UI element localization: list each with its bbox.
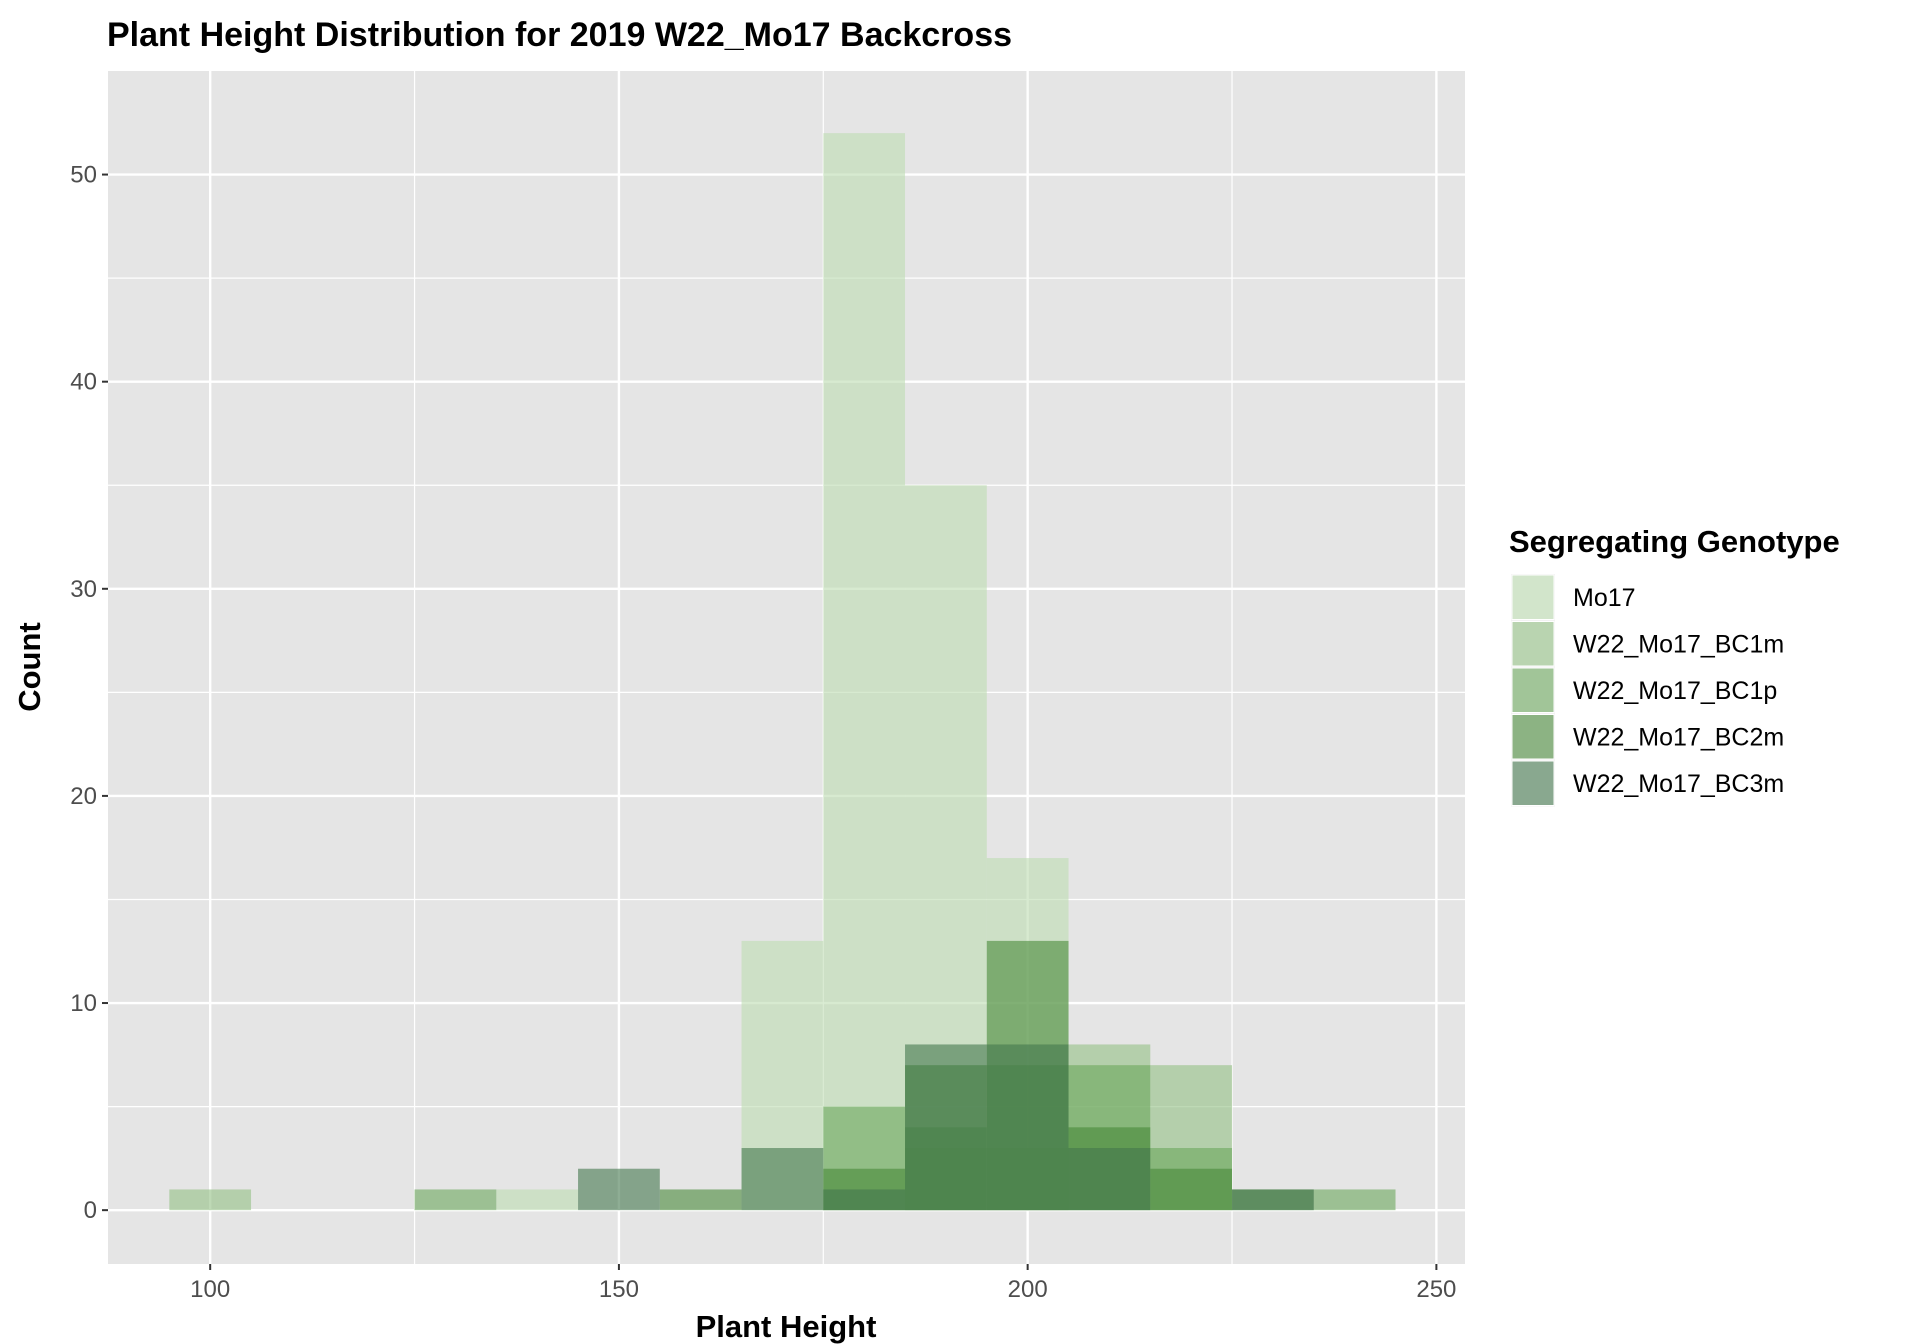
y-tick-label: 10 bbox=[70, 990, 97, 1017]
y-axis-title: Count bbox=[12, 622, 47, 712]
y-tick-label: 20 bbox=[70, 783, 97, 810]
x-tick-label: 200 bbox=[1008, 1276, 1048, 1303]
legend-label: W22_Mo17_BC1m bbox=[1573, 631, 1784, 659]
x-tick-label: 250 bbox=[1416, 1276, 1456, 1303]
y-tick-label: 0 bbox=[84, 1197, 97, 1224]
histogram-bar bbox=[414, 1189, 497, 1211]
legend-key bbox=[1511, 574, 1555, 620]
legend-label: W22_Mo17_BC2m bbox=[1573, 724, 1784, 752]
histogram-bar bbox=[1150, 1168, 1233, 1211]
y-tick-label: 50 bbox=[70, 162, 97, 189]
histogram-bar bbox=[578, 1168, 660, 1211]
x-axis-ticks: 100 150 200 250 bbox=[190, 1264, 1456, 1303]
legend: Mo17 W22_Mo17_BC1m W22_Mo17_BC1p W22_Mo17_B… bbox=[1511, 574, 1784, 807]
histogram-bar bbox=[169, 1189, 252, 1211]
histogram-bar bbox=[1068, 1148, 1151, 1211]
histogram-bar bbox=[823, 133, 906, 1211]
legend-key bbox=[1511, 667, 1555, 713]
histogram-bar bbox=[1232, 1189, 1314, 1211]
histogram-bar bbox=[496, 1189, 579, 1211]
x-tick-label: 100 bbox=[190, 1276, 230, 1303]
histogram-bar bbox=[823, 1189, 906, 1211]
histogram-bar bbox=[905, 1044, 987, 1211]
y-tick-label: 40 bbox=[70, 369, 97, 396]
legend-label: Mo17 bbox=[1573, 584, 1636, 612]
histogram-bar bbox=[659, 1189, 742, 1211]
histogram-bar bbox=[1313, 1189, 1396, 1211]
histogram-bar bbox=[986, 1044, 1069, 1211]
y-axis-ticks: 0 10 20 30 40 50 bbox=[70, 162, 108, 1224]
legend-title: Segregating Genotype bbox=[1509, 524, 1840, 559]
y-tick-label: 30 bbox=[70, 576, 97, 603]
x-axis-title: Plant Height bbox=[696, 1309, 877, 1344]
x-tick-label: 150 bbox=[599, 1276, 639, 1303]
chart-title: Plant Height Distribution for 2019 W22_M… bbox=[107, 16, 1012, 54]
legend-label: W22_Mo17_BC3m bbox=[1573, 770, 1784, 798]
legend-key bbox=[1511, 760, 1555, 806]
legend-key bbox=[1511, 714, 1555, 760]
bars bbox=[169, 133, 1396, 1211]
histogram-bar bbox=[741, 1148, 824, 1211]
legend-label: W22_Mo17_BC1p bbox=[1573, 677, 1777, 705]
legend-key bbox=[1511, 621, 1555, 667]
